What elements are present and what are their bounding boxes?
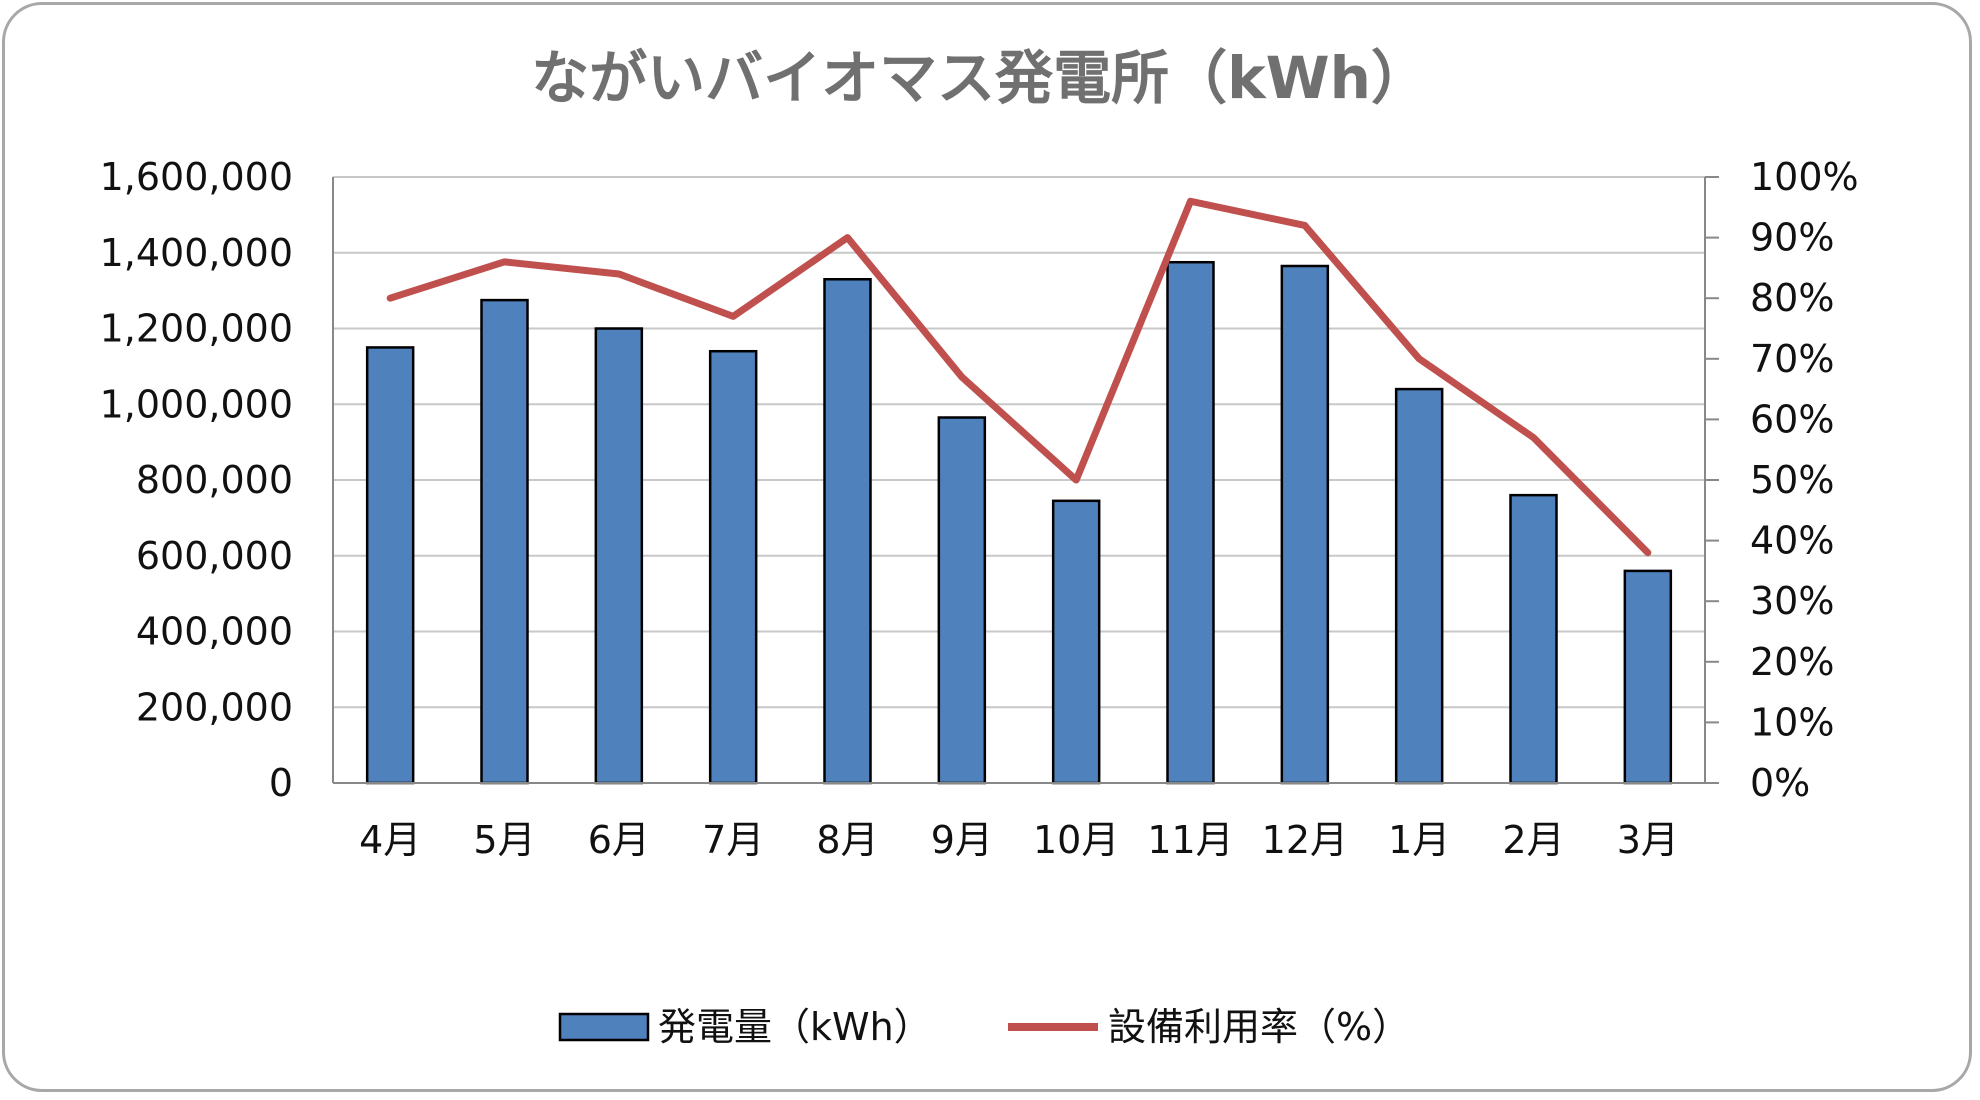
bar	[365, 346, 415, 785]
right-tick-label: 60%	[1750, 397, 1834, 441]
left-tick-label: 400,000	[136, 610, 293, 654]
chart-title: ながいバイオマス発電所（kWh）	[531, 44, 1429, 112]
right-tick-label: 0%	[1750, 761, 1810, 805]
right-tick-label: 10%	[1750, 700, 1834, 744]
left-tick-label: 1,600,000	[100, 155, 293, 199]
bar	[708, 349, 758, 785]
bar	[480, 298, 529, 785]
category-label: 10月	[1033, 818, 1119, 862]
line-series	[386, 197, 1652, 557]
category-label: 3月	[1617, 818, 1679, 862]
category-label: 1月	[1388, 818, 1450, 862]
left-tick-label: 1,000,000	[100, 382, 293, 426]
category-label: 12月	[1262, 818, 1348, 862]
bar	[1166, 260, 1215, 785]
left-tick-label: 600,000	[136, 534, 293, 578]
right-tick-label: 50%	[1750, 458, 1834, 502]
category-label: 9月	[931, 818, 993, 862]
left-tick-label: 1,400,000	[100, 231, 293, 275]
category-label: 5月	[473, 818, 535, 862]
legend-line-label: 設備利用率（%）	[1108, 1005, 1410, 1049]
bar	[1394, 387, 1444, 785]
category-label: 6月	[588, 818, 650, 862]
bar	[823, 278, 872, 785]
left-tick-label: 0	[269, 761, 293, 805]
bar-series	[365, 260, 1673, 785]
bar	[1509, 493, 1558, 785]
right-tick-label: 70%	[1750, 337, 1834, 381]
left-tick-label: 800,000	[136, 458, 293, 502]
line-path	[386, 197, 1652, 557]
bar	[937, 416, 987, 785]
right-tick-label: 20%	[1750, 640, 1834, 684]
bar	[1623, 569, 1673, 785]
right-tick-label: 40%	[1750, 519, 1834, 563]
right-tick-label: 30%	[1750, 579, 1834, 623]
category-label: 8月	[816, 818, 878, 862]
right-tick-label: 90%	[1750, 216, 1834, 260]
bar	[1280, 264, 1330, 785]
legend-bar-swatch	[558, 1012, 650, 1042]
left-tick-label: 200,000	[136, 685, 293, 729]
left-tick-label: 1,200,000	[100, 307, 293, 351]
right-tick-label: 100%	[1750, 155, 1859, 199]
right-tick-label: 80%	[1750, 276, 1834, 320]
category-label: 11月	[1147, 818, 1233, 862]
right-axis-ticks: 0% 10% 20% 30% 40% 50% 60% 70% 80% 90% 100%	[1705, 155, 1859, 805]
legend: 発電量（kWh） 設備利用率（%）	[558, 1005, 1410, 1049]
bar	[1051, 499, 1101, 785]
category-label: 7月	[702, 818, 764, 862]
category-labels: 4月 5月 6月 7月 8月 9月 10月 11月 12月 1月 2月 3月	[359, 818, 1679, 862]
bar	[594, 327, 644, 785]
category-label: 4月	[359, 818, 421, 862]
left-axis-ticks: 0 200,000 400,000 600,000 800,000 1,000,000 1,…	[100, 155, 293, 805]
legend-bar-label: 発電量（kWh）	[658, 1005, 932, 1049]
category-label: 2月	[1502, 818, 1564, 862]
